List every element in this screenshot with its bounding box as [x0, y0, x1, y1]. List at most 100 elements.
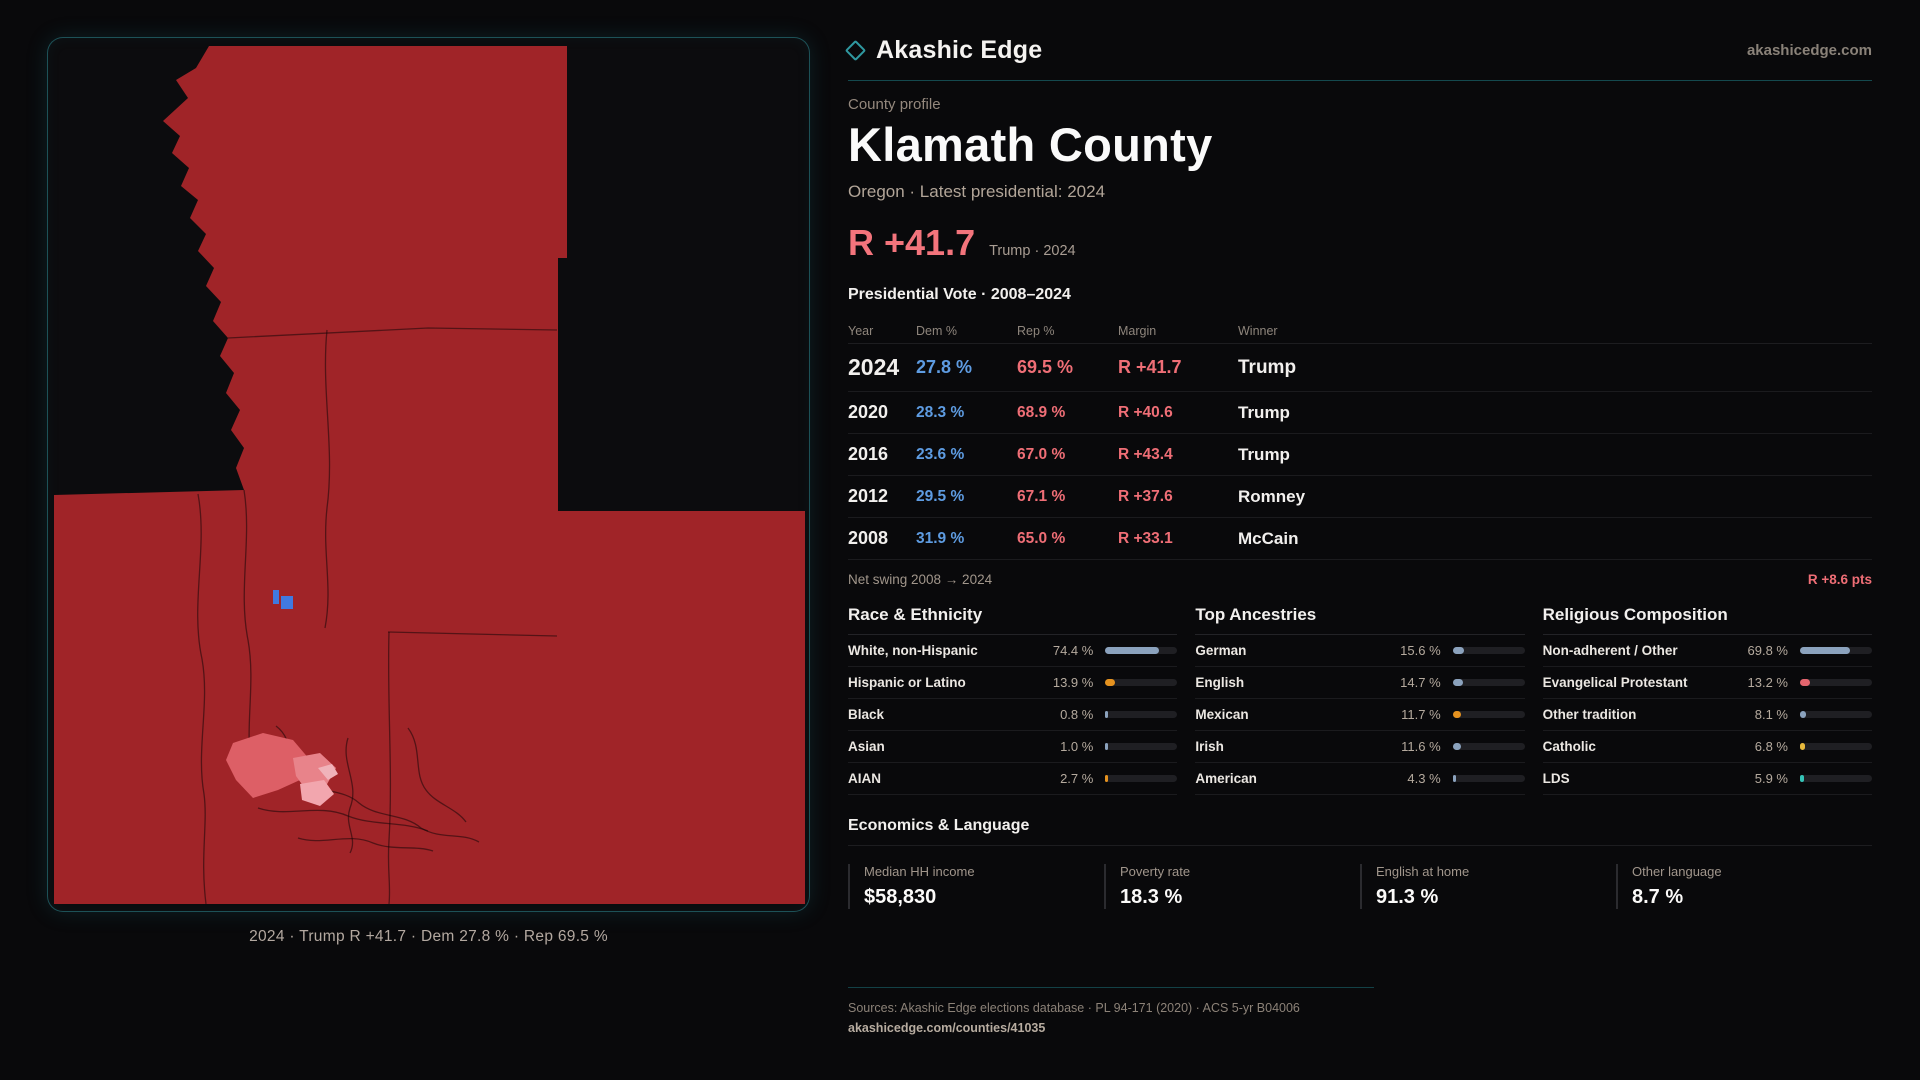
demographic-section-title: Race & Ethnicity [848, 605, 983, 624]
demographic-value: 74.4 % [1052, 643, 1094, 658]
vote-dem: 31.9 % [916, 529, 965, 547]
precinct-light-red [226, 733, 310, 798]
demographic-row: Irish 11.6 % [1195, 731, 1525, 763]
demographic-bar-track [1800, 743, 1872, 750]
demographic-bar-track [1452, 743, 1525, 750]
vote-rep: 65.0 % [1017, 529, 1066, 547]
headline-context: Trump · 2024 [989, 243, 1076, 259]
footer-permalink-link[interactable]: akashicedge.com/counties/41035 [848, 1021, 1046, 1035]
demographic-value: 13.2 % [1747, 675, 1788, 690]
county-map [54, 46, 805, 905]
county-shape [54, 46, 805, 904]
demographic-section-title: Top Ancestries [1195, 605, 1317, 624]
economics-title: Economics & Language [848, 817, 1030, 834]
demographic-label: White, non-Hispanic [848, 643, 978, 658]
vote-table-header: Year Dem % Rep % Margin Winner [848, 318, 1872, 344]
demographic-row: Black 0.8 % [848, 699, 1178, 731]
vote-rep: 67.0 % [1017, 445, 1066, 463]
stat-card: Poverty rate 18.3 % [1104, 864, 1360, 909]
brand: Akashic Edge [844, 36, 1043, 65]
brand-domain-link[interactable]: akashicedge.com [1746, 42, 1872, 59]
demographic-value: 13.9 % [1052, 675, 1094, 690]
stat-label: Other language [1632, 864, 1722, 879]
demographic-bar-fill [1800, 711, 1806, 718]
eyebrow: County profile [848, 96, 941, 113]
vote-rep: 67.1 % [1017, 487, 1066, 505]
vote-table-row: 2020 28.3 % 68.9 % R +40.6 Trump [848, 392, 1872, 434]
vote-dem: 27.8 % [916, 357, 973, 377]
vote-table: Year Dem % Rep % Margin Winner 2024 27.8… [848, 318, 1872, 560]
stat-value: 18.3 % [1120, 886, 1183, 908]
economics-divider [848, 845, 1872, 846]
demographic-section-divider [1542, 634, 1872, 635]
demographic-value: 0.8 % [1060, 707, 1094, 722]
demographic-label: Catholic [1542, 739, 1596, 754]
stat-value: $58,830 [864, 886, 937, 908]
demographic-row: Catholic 6.8 % [1542, 731, 1872, 763]
brand-name: Akashic Edge [876, 36, 1043, 64]
net-swing-value: R +8.6 pts [1807, 572, 1872, 587]
demographic-label: AIAN [848, 771, 881, 786]
vote-year: 2020 [848, 402, 889, 422]
demographic-bar-track [1452, 711, 1525, 718]
vote-winner: Trump [1238, 402, 1290, 422]
demographic-row: Non-adherent / Other 69.8 % [1542, 635, 1872, 667]
header: Akashic Edge akashicedge.com [844, 36, 1872, 65]
vote-winner: Romney [1238, 486, 1306, 506]
vote-table-row: 2016 23.6 % 67.0 % R +43.4 Trump [848, 434, 1872, 476]
demographic-value: 2.7 % [1060, 771, 1094, 786]
demographic-section: Race & Ethnicity White, non-Hispanic 74.… [848, 605, 1178, 795]
stat-card: English at home 91.3 % [1360, 864, 1616, 909]
net-swing: Net swing 2008 → 2024 R +8.6 pts [848, 572, 1872, 587]
demographic-row: LDS 5.9 % [1542, 763, 1872, 795]
demographic-bar-fill [1105, 647, 1159, 654]
demographic-bar-track [1452, 647, 1525, 654]
demographic-bar-fill [1452, 711, 1462, 718]
stat-label: Poverty rate [1120, 864, 1191, 879]
demographic-bar-fill [1800, 679, 1810, 686]
demographic-label: Asian [848, 739, 885, 754]
demographic-label: Irish [1195, 739, 1224, 754]
demographic-bar-fill [1800, 775, 1805, 782]
demographic-value: 11.7 % [1401, 707, 1441, 722]
demographic-bar-track [1800, 647, 1872, 654]
vote-table-row: 2024 27.8 % 69.5 % R +41.7 Trump [848, 344, 1872, 392]
demographic-label: English [1195, 675, 1245, 690]
vote-year: 2008 [848, 528, 889, 548]
vote-table-title: Presidential Vote · 2008–2024 [848, 286, 1071, 303]
stat-value: 8.7 % [1632, 886, 1684, 908]
demographic-bar-track [1105, 679, 1178, 686]
vote-winner: McCain [1238, 528, 1299, 548]
demographic-bar-fill [1452, 743, 1461, 750]
demographic-label: German [1195, 643, 1247, 658]
demographic-section-divider [1195, 634, 1525, 635]
col-year: Year [848, 323, 874, 338]
precinct-pink [300, 780, 334, 806]
demographic-bar-track [1800, 775, 1872, 782]
stat-card: Other language 8.7 % [1616, 864, 1872, 909]
net-swing-label: Net swing 2008 → 2024 [848, 572, 993, 587]
economics-stats: Median HH income $58,830 Poverty rate 18… [848, 864, 1872, 909]
footer-sources: Sources: Akashic Edge elections database… [848, 1001, 1300, 1015]
precinct-blue-2 [281, 596, 293, 609]
footer-divider [848, 987, 1374, 988]
demographic-section: Religious Composition Non-adherent / Oth… [1542, 605, 1872, 795]
demographic-row: Hispanic or Latino 13.9 % [848, 667, 1178, 699]
demographic-bar-track [1105, 711, 1178, 718]
demographic-label: LDS [1542, 771, 1570, 786]
header-divider [848, 80, 1872, 81]
demographic-value: 11.6 % [1401, 739, 1441, 754]
demographic-bar-track [1105, 647, 1178, 654]
demographic-section: Top Ancestries German 15.6 % English 14.… [1195, 605, 1525, 795]
demographic-row: English 14.7 % [1195, 667, 1525, 699]
vote-rep: 69.5 % [1017, 357, 1074, 377]
vote-margin: R +33.1 [1118, 529, 1173, 547]
precinct-blue [273, 590, 279, 604]
stat-label: English at home [1376, 864, 1470, 879]
col-dem: Dem % [916, 323, 957, 338]
demographic-bar-fill [1105, 679, 1116, 686]
demographic-row: Other tradition 8.1 % [1542, 699, 1872, 731]
headline-margin: R +41.7 [848, 222, 976, 263]
demographics: Race & Ethnicity White, non-Hispanic 74.… [848, 605, 1872, 795]
demographic-row: German 15.6 % [1195, 635, 1525, 667]
